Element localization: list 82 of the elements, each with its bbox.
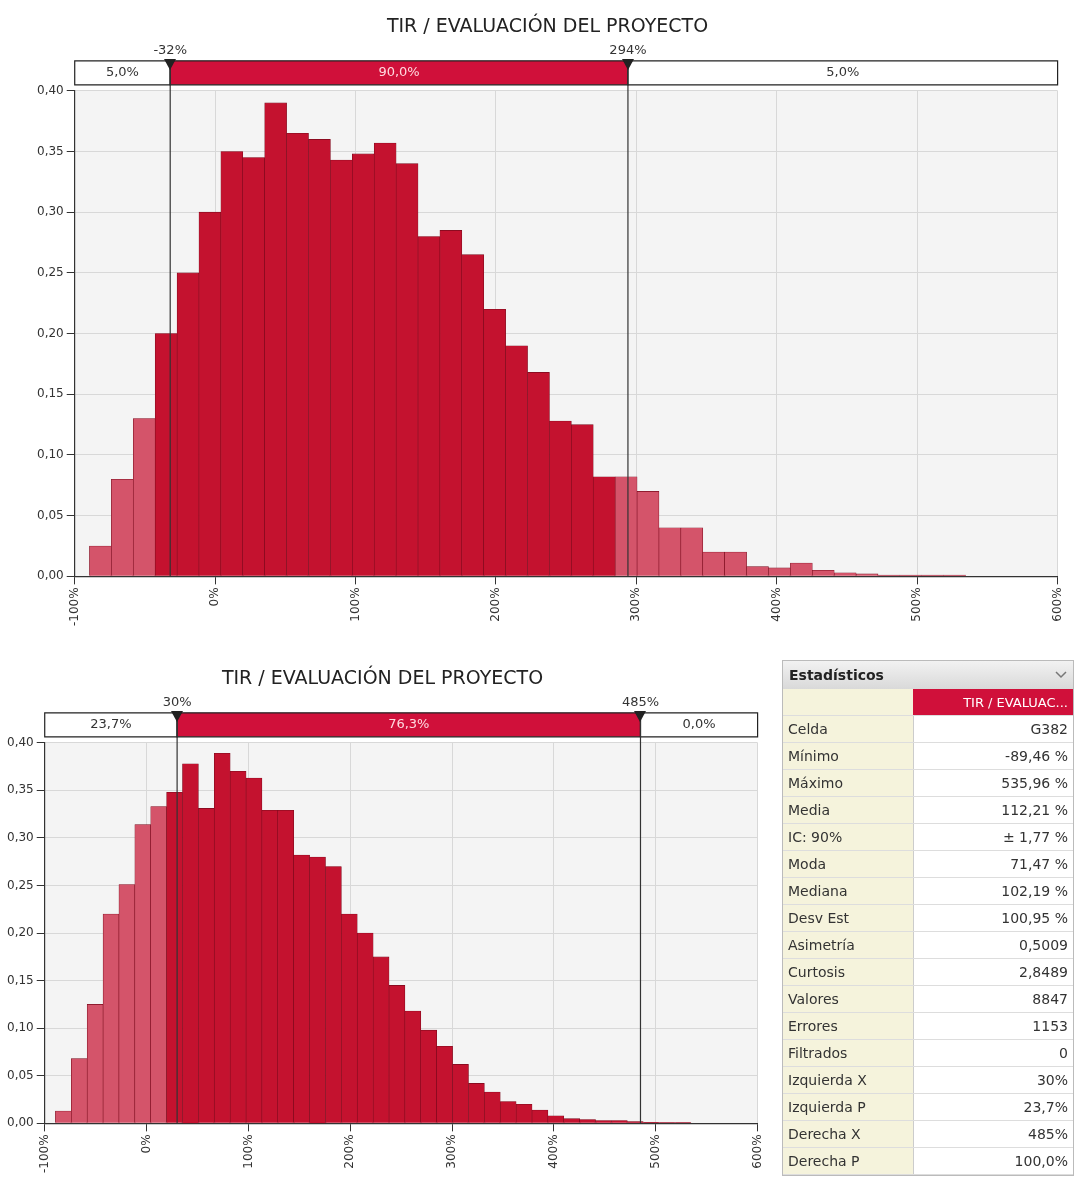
x-tick-label: 600%: [749, 1134, 764, 1169]
text: 23,7%: [90, 716, 132, 732]
y-tick-label: 0,25: [7, 877, 34, 892]
chart-title: TIR / EVALUACIÓN DEL PROYECTO: [385, 13, 709, 37]
text: 100,95 %: [913, 904, 1073, 932]
x-tick-label: 0%: [207, 587, 222, 607]
text: 100,0%: [913, 1147, 1073, 1175]
x-tick-label: 200%: [342, 1134, 357, 1169]
y-tick-label: 0,00: [37, 568, 64, 583]
text: 112,21 %: [913, 796, 1073, 824]
y-tick-label: 0,35: [37, 143, 64, 158]
text: -89,46 %: [913, 742, 1073, 770]
y-tick-label: 0,15: [37, 386, 64, 401]
x-tick-label: 500%: [647, 1134, 662, 1169]
text: Curtosis: [783, 958, 913, 986]
x-tick-label: 100%: [240, 1134, 255, 1169]
x-tick-label: 100%: [347, 587, 362, 622]
x-tick-label: 400%: [768, 587, 783, 622]
y-tick-label: 0,20: [7, 925, 34, 940]
y-tick-label: 0,20: [37, 325, 64, 340]
y-tick-label: 0,05: [7, 1067, 34, 1082]
chart-title: TIR / EVALUACIÓN DEL PROYECTO: [220, 665, 544, 689]
y-tick-label: 0,05: [37, 507, 64, 522]
text: Derecha X: [783, 1120, 913, 1148]
x-tick-label: 200%: [488, 587, 503, 622]
x-tick-label: 300%: [628, 587, 643, 622]
text: Izquierda P: [783, 1093, 913, 1121]
y-tick-label: 0,30: [37, 204, 64, 219]
x-tick-label: 400%: [546, 1134, 561, 1169]
text: Mínimo: [783, 742, 913, 770]
text: Máximo: [783, 769, 913, 797]
ref-line-label: 294%: [609, 41, 647, 57]
x-tick-label: 500%: [909, 587, 924, 622]
y-tick-label: 0,40: [37, 82, 64, 97]
text: Derecha P: [783, 1147, 913, 1175]
x-tick-label: 600%: [1049, 587, 1064, 622]
y-tick-label: 0,00: [7, 1115, 34, 1130]
x-tick-label: 0%: [138, 1134, 153, 1154]
text: ± 1,77 %: [913, 823, 1073, 851]
y-tick-label: 0,35: [7, 782, 34, 797]
ref-line-label: -32%: [153, 41, 187, 57]
text: Estadísticos: [789, 667, 884, 683]
text: Asimetría: [783, 931, 913, 959]
text: 102,19 %: [913, 877, 1073, 905]
text: Celda: [783, 715, 913, 743]
y-tick-label: 0,10: [37, 447, 64, 462]
text: TIR / EVALUAC...: [913, 689, 1073, 716]
text: 76,3%: [388, 716, 430, 732]
ref-line-label: 30%: [162, 693, 192, 709]
text: 8847: [913, 985, 1073, 1013]
ref-line-label: 485%: [621, 693, 660, 709]
text: 0,5009: [913, 931, 1073, 959]
text: 485%: [913, 1120, 1073, 1148]
text: 0,0%: [682, 716, 716, 732]
text: 90,0%: [378, 64, 420, 80]
text: Moda: [783, 850, 913, 878]
text: Filtrados: [783, 1039, 913, 1067]
x-tick-label: -100%: [66, 587, 81, 626]
text: 2,8489: [913, 958, 1073, 986]
text: 535,96 %: [913, 769, 1073, 797]
y-tick-label: 0,10: [7, 1020, 34, 1035]
text: Media: [783, 796, 913, 824]
text: Izquierda X: [783, 1066, 913, 1094]
y-tick-label: 0,40: [7, 734, 34, 749]
text: Mediana: [783, 877, 913, 905]
text: 0: [913, 1039, 1073, 1067]
text: 71,47 %: [913, 850, 1073, 878]
text: G382: [913, 715, 1073, 743]
text: Desv Est: [783, 904, 913, 932]
y-tick-label: 0,30: [7, 830, 34, 845]
text: Errores: [783, 1012, 913, 1040]
x-tick-label: 300%: [444, 1134, 459, 1169]
text: 1153: [913, 1012, 1073, 1040]
x-tick-label: -100%: [36, 1134, 51, 1173]
text: 23,7%: [913, 1093, 1073, 1121]
text: IC: 90%: [783, 823, 913, 851]
text: 5,0%: [826, 64, 860, 80]
text: 5,0%: [105, 64, 139, 80]
y-tick-label: 0,15: [7, 972, 34, 987]
text: 30%: [913, 1066, 1073, 1094]
text: Valores: [783, 985, 913, 1013]
y-tick-label: 0,25: [37, 265, 64, 280]
